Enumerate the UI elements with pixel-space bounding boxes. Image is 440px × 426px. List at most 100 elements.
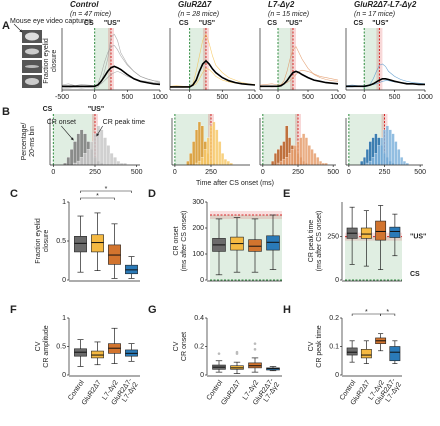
- x-tick-label: 0: [51, 169, 55, 176]
- x-tick-label: 500: [121, 94, 133, 101]
- trace: [260, 70, 339, 88]
- note-arrow: [61, 125, 74, 141]
- histogram-bar: [313, 153, 317, 166]
- histogram-bar: [116, 160, 121, 166]
- box: [74, 236, 87, 253]
- histogram-bar: [382, 129, 387, 166]
- x-tick-label: 0: [188, 94, 192, 101]
- us-label: "US": [199, 20, 215, 27]
- x-tick-label: 0: [261, 169, 265, 176]
- y-tick-label: 0: [335, 277, 339, 284]
- histogram-bar: [299, 137, 303, 166]
- histogram-bar: [215, 129, 219, 166]
- significance-label: *: [105, 186, 108, 193]
- x-axis-label: Time after CS onset (ms): [196, 180, 274, 187]
- y-tick-label: 0: [200, 372, 204, 379]
- outlier: [217, 352, 221, 355]
- subtitle: (n = 15 mice): [268, 11, 309, 18]
- histogram-bar: [271, 160, 275, 166]
- subtitle: (n = 47 mice): [70, 11, 111, 18]
- x-tick-label: 500: [389, 94, 401, 101]
- significance-label: *: [96, 193, 99, 200]
- y-tick-label: 0: [335, 372, 339, 379]
- histogram-bar: [79, 157, 84, 166]
- y-tick-label: 0: [62, 372, 66, 379]
- us-label: "US": [372, 20, 388, 27]
- us-label: "US": [286, 20, 302, 27]
- box: [248, 239, 262, 252]
- x-tick-label: 250: [379, 169, 391, 176]
- histogram-bar: [391, 133, 395, 166]
- y-tick-label: 0.5: [56, 238, 66, 245]
- histogram-bar: [203, 149, 207, 166]
- us-label: "US": [104, 20, 120, 27]
- outlier: [235, 350, 239, 354]
- note: CR onset: [47, 119, 76, 126]
- x-tick-label: 0: [276, 94, 280, 101]
- histogram-bar: [282, 158, 286, 166]
- box: [360, 227, 372, 239]
- y-tick-label: 1: [62, 199, 66, 206]
- histogram-bar: [194, 129, 199, 166]
- x-tick-label: 500: [414, 169, 426, 176]
- y-tick-label: 0.1: [329, 343, 339, 350]
- us-label: "US": [88, 106, 104, 113]
- histogram-bar: [76, 133, 81, 166]
- y-axis-label: CVCR onset: [173, 332, 188, 361]
- panel-letter: D: [148, 188, 156, 200]
- histogram-bar: [106, 145, 111, 166]
- title: L7-Δγ2: [268, 0, 295, 9]
- y-axis-label: CVCR amplitude: [35, 325, 50, 368]
- outlier: [253, 348, 257, 351]
- panel-letter: H: [283, 304, 291, 316]
- histogram-bar: [226, 160, 230, 166]
- histogram-bar: [109, 153, 114, 166]
- box: [375, 220, 387, 241]
- histogram-bar: [365, 149, 369, 166]
- cs-band: [364, 28, 380, 90]
- histogram-bar: [89, 141, 94, 166]
- histogram-bar: [385, 125, 389, 166]
- histogram-bar: [380, 137, 384, 166]
- histogram-bar: [316, 157, 320, 166]
- eye-video-captures: [22, 30, 42, 88]
- cs-label: CS: [267, 20, 277, 27]
- trace: [169, 33, 256, 88]
- histogram-bar: [368, 160, 372, 166]
- y-tick-label: 0: [62, 277, 66, 284]
- histogram-bar: [73, 141, 77, 166]
- x-tick-label: 0: [173, 169, 177, 176]
- histogram-bar: [397, 149, 401, 166]
- histogram-bar: [200, 157, 204, 166]
- histogram-bar: [318, 160, 323, 166]
- cs-band: [94, 28, 111, 90]
- cs-band: [278, 28, 293, 90]
- y-axis-label: Fraction eyelidclosure: [35, 218, 50, 264]
- significance-label: *: [386, 309, 389, 316]
- histogram-bar: [279, 160, 283, 166]
- histogram-bar: [310, 149, 314, 166]
- histogram-bar: [197, 160, 202, 166]
- significance-bracket: [80, 190, 132, 193]
- box: [389, 346, 401, 362]
- cs-label: CS: [410, 271, 420, 278]
- outlier: [253, 342, 257, 345]
- histogram-bar: [99, 129, 104, 166]
- category-label: Control: [205, 379, 224, 402]
- histogram-bar: [377, 145, 381, 166]
- x-tick-label: 1000: [330, 94, 346, 101]
- histogram-bar: [374, 153, 378, 166]
- histogram-bar: [220, 153, 225, 166]
- histogram-bar: [371, 157, 375, 166]
- x-tick-label: 250: [89, 169, 101, 176]
- histogram-bar: [186, 160, 190, 166]
- cs-label: CS: [84, 20, 94, 27]
- histogram-bar: [293, 145, 297, 166]
- y-axis-label: Percentage/20-ms bin: [21, 123, 36, 161]
- us-band: [108, 28, 114, 90]
- y-tick-label: 100: [192, 251, 204, 258]
- cs-label: CS: [353, 20, 363, 27]
- note-arrow: [96, 125, 103, 137]
- panel-letter: A: [2, 20, 10, 32]
